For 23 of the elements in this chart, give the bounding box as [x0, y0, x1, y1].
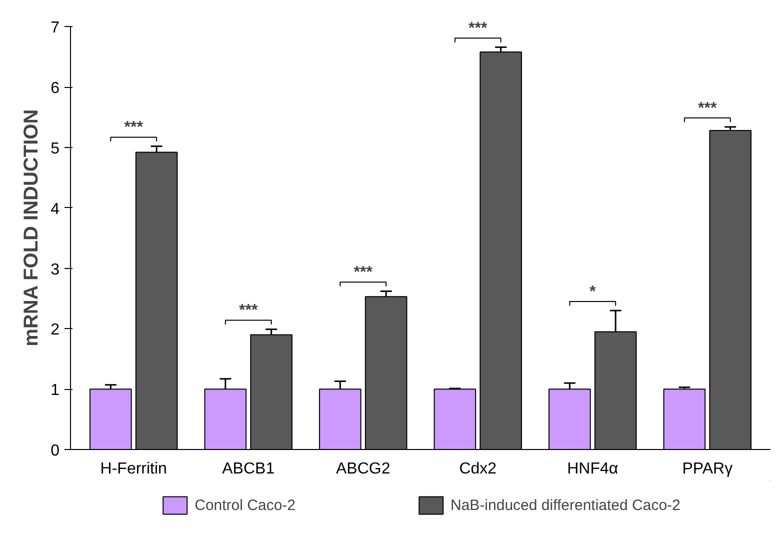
- annotation: ***: [468, 20, 488, 38]
- y-tick-label: 0: [50, 442, 60, 460]
- legend-label: NaB-induced differentiated Caco-2: [450, 496, 680, 514]
- y-tick-label: 1: [50, 382, 60, 400]
- annotation: ***: [354, 264, 374, 282]
- y-tick-label: 3: [50, 261, 60, 278]
- x-tick-label: ABCG2: [336, 460, 390, 478]
- annotation: ***: [239, 302, 258, 320]
- annotation: *: [590, 284, 597, 300]
- y-tick-label: 6: [50, 80, 60, 98]
- x-tick-label: PPARγ: [682, 460, 733, 478]
- y-tick-label: 4: [50, 200, 60, 218]
- y-tick-label: 7: [50, 20, 60, 37]
- x-tick-label: HNF4α: [567, 460, 618, 478]
- annotation: ***: [698, 100, 718, 117]
- x-tick-label: ABCB1: [222, 460, 275, 478]
- x-tick-label: Cdx2: [459, 460, 497, 478]
- y-tick-label: 2: [50, 322, 60, 339]
- legend-label: Control Caco-2: [194, 496, 296, 514]
- x-tick-label: H-Ferritin: [100, 460, 167, 478]
- y-axis-title: mRNA FOLD INDUCTION: [20, 109, 43, 346]
- y-tick-label: 5: [50, 140, 60, 158]
- annotation: ***: [124, 119, 144, 136]
